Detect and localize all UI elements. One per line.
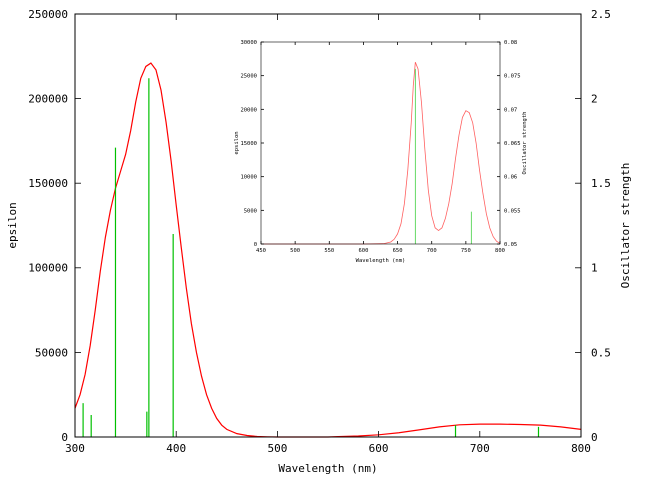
- inset-x-tick-label: 550: [324, 248, 334, 254]
- inset-y2-tick-label: 0.065: [504, 141, 521, 147]
- inset-y2-axis-label: Oscillator strength: [522, 112, 528, 175]
- inset-x-tick-label: 750: [461, 248, 471, 254]
- inset-y2-tick-label: 0.07: [504, 107, 517, 113]
- main-spectrum-line: [74, 62, 582, 438]
- inset-y2-tick-label: 0.055: [504, 208, 521, 214]
- main-x-tick-label: 400: [166, 442, 186, 455]
- main-y2-tick-label: 1: [591, 262, 598, 275]
- inset-x-tick-label: 700: [427, 248, 437, 254]
- main-y2-tick-label: 2: [591, 92, 598, 105]
- main-y2-tick-label: 0.5: [591, 346, 611, 359]
- inset-y-tick-label: 5000: [244, 208, 257, 214]
- inset-y-tick-label: 0: [254, 242, 257, 248]
- main-y-tick-label: 50000: [35, 346, 68, 359]
- inset-y2-tick-label: 0.08: [504, 40, 517, 46]
- inset-y-tick-label: 25000: [240, 74, 257, 80]
- inset-y-tick-label: 10000: [240, 175, 257, 181]
- main-y2-tick-label: 1.5: [591, 177, 611, 190]
- inset-spectrum-line: [261, 62, 501, 245]
- inset-x-tick-label: 800: [495, 248, 505, 254]
- inset-y-tick-label: 30000: [240, 40, 257, 46]
- main-x-axis-label: Wavelength (nm): [278, 462, 377, 475]
- inset-y-axis-label: epsilon: [234, 131, 240, 154]
- main-plot-frame: [74, 13, 582, 438]
- inset-y-tick-label: 15000: [240, 141, 257, 147]
- main-x-tick-label: 700: [470, 442, 490, 455]
- main-x-tick-label: 500: [267, 442, 287, 455]
- inset-x-tick-label: 500: [290, 248, 300, 254]
- main-y-tick-label: 0: [61, 431, 68, 444]
- main-y-tick-label: 150000: [28, 177, 68, 190]
- main-y-tick-label: 100000: [28, 262, 68, 275]
- main-y-tick-label: 200000: [28, 92, 68, 105]
- inset-plot-background: [261, 42, 500, 244]
- inset-x-tick-label: 450: [256, 248, 266, 254]
- main-y2-tick-label: 2.5: [591, 8, 611, 21]
- inset-y-tick-label: 20000: [240, 107, 257, 113]
- inset-x-tick-label: 650: [393, 248, 403, 254]
- main-x-tick-label: 800: [571, 442, 591, 455]
- main-y2-tick-label: 0: [591, 431, 598, 444]
- main-y-tick-label: 250000: [28, 8, 68, 21]
- main-x-tick-label: 300: [65, 442, 85, 455]
- inset-y2-tick-label: 0.06: [504, 175, 517, 181]
- inset-y2-tick-label: 0.05: [504, 242, 517, 248]
- main-y-axis-label: epsilon: [6, 202, 19, 248]
- inset-x-tick-label: 600: [358, 248, 368, 254]
- main-y2-axis-label: Oscillator strength: [619, 163, 632, 289]
- inset-x-axis-label: Wavelength (nm): [356, 258, 406, 264]
- main-x-tick-label: 600: [369, 442, 389, 455]
- inset-y2-tick-label: 0.075: [504, 74, 521, 80]
- inset-chart: 450 500 550 600 650 700 750 800 0 5000 10000 15000 2…: [234, 40, 528, 264]
